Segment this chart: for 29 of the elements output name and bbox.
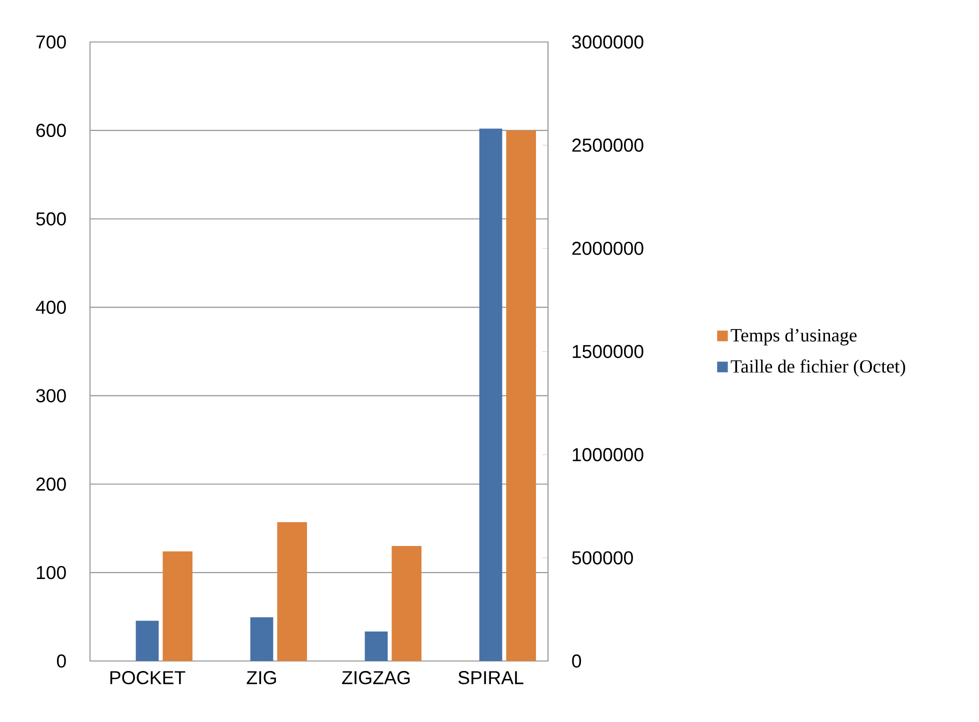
legend-label: Temps d’usinage	[730, 328, 857, 346]
y2-tick-label: 3000000	[572, 35, 644, 49]
bar	[392, 546, 422, 661]
x-tick-label: SPIRAL	[458, 671, 524, 684]
bar	[277, 522, 307, 661]
y-tick-label: 300	[36, 389, 66, 402]
bar	[479, 128, 502, 661]
x-tick-label: ZIG	[246, 671, 276, 684]
y2-tick-label: 1000000	[572, 448, 644, 462]
bar	[506, 130, 536, 661]
bar	[364, 631, 388, 661]
bar	[250, 617, 274, 661]
legend-label: Taille de fichier (Octet)	[730, 359, 906, 377]
y-tick-label: 500	[36, 212, 66, 226]
y2-tick-label: 2000000	[572, 242, 644, 255]
y-tick-label: 400	[36, 300, 66, 314]
y-tick-label: 0	[56, 654, 66, 668]
y2-tick-label: 1500000	[572, 344, 644, 358]
y-tick-label: 200	[36, 478, 66, 491]
y-tick-label: 100	[36, 566, 66, 580]
x-tick-label: POCKET	[110, 671, 186, 684]
y-tick-label: 600	[36, 124, 66, 138]
y2-tick-label: 500000	[572, 551, 633, 564]
y2-tick-label: 0	[572, 654, 582, 668]
bar	[136, 620, 159, 661]
y2-tick-label: 2500000	[572, 138, 644, 152]
x-tick-label: ZIGZAG	[342, 671, 410, 684]
bar	[162, 551, 192, 661]
y-tick-label: 700	[36, 35, 66, 49]
